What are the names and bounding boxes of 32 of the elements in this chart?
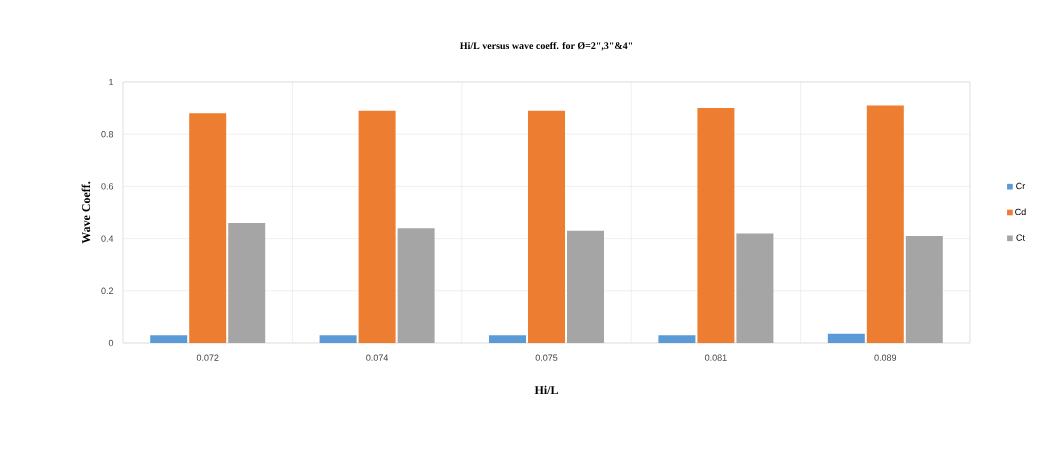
bar (827, 333, 865, 343)
x-tick-label: 0.072 (196, 354, 219, 361)
y-tick-label: 1 (109, 78, 114, 86)
bar (905, 235, 943, 343)
bar (189, 113, 227, 343)
bar (567, 230, 604, 343)
x-tick-label: 0.089 (874, 354, 897, 361)
bar (866, 105, 904, 343)
x-tick-label: 0.081 (705, 354, 727, 361)
bar (658, 335, 696, 343)
y-tick-label: 0.8 (101, 131, 114, 138)
y-tick-label: 0.4 (101, 235, 114, 242)
legend-label: Ct (1016, 234, 1025, 241)
y-tick-label: 0.6 (101, 183, 114, 190)
legend-label: Cr (1016, 182, 1026, 190)
x-tick-label: 0.075 (535, 354, 558, 361)
x-axis-title: Hi/L (534, 385, 558, 395)
bar (228, 222, 266, 343)
bar (528, 110, 565, 343)
legend-label: Cd (1015, 208, 1026, 216)
bar (397, 228, 435, 343)
bar (489, 335, 527, 343)
y-axis-title: Wave Coeff. (81, 181, 91, 244)
bar (736, 233, 774, 343)
y-tick-label: 0 (108, 339, 114, 347)
bar (150, 335, 188, 343)
bar (697, 108, 735, 343)
x-tick-label: 0.074 (366, 354, 389, 361)
bar (319, 335, 357, 343)
y-tick-label: 0.2 (101, 287, 114, 294)
bar (358, 110, 396, 343)
chart-title: Hi/L versus wave coeff. for Ø=2",3"&4" (460, 41, 633, 51)
